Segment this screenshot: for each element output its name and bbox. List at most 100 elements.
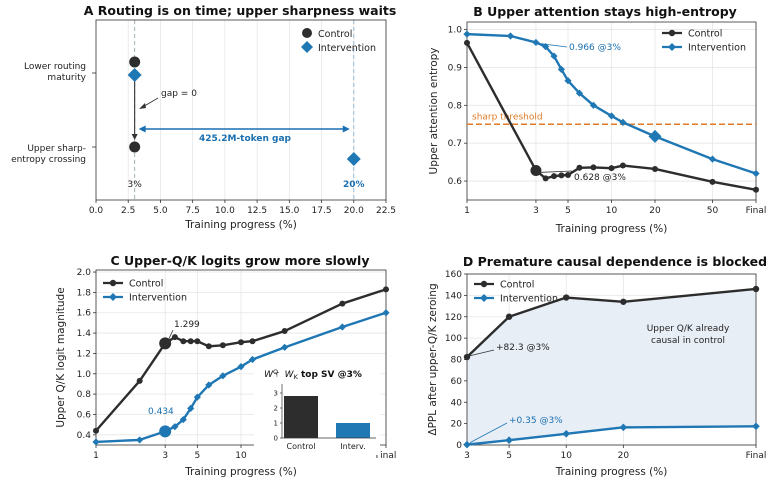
B-xtick-label-4: 20 (649, 206, 661, 216)
C-ann-control-3: 1.299 (174, 320, 200, 330)
B-xtick-label-2: 5 (565, 206, 571, 216)
C-control-point-0 (93, 427, 99, 434)
C-control-point-11 (281, 328, 288, 335)
B-intervention-point-1 (506, 32, 515, 40)
D-xtick-label-0: 3 (464, 451, 470, 461)
C-legend-label-1: Intervention (129, 293, 187, 304)
D-title: D Premature causal dependence is blocked (463, 254, 767, 269)
A-legend-label-0: Control (318, 29, 352, 40)
C-intervention-point-9 (237, 363, 245, 371)
C-intervention-point-8 (219, 372, 227, 380)
A-control-point-1 (129, 141, 141, 153)
D-ann-pointer-1 (469, 422, 508, 443)
A-xtick-label-5: 12.5 (247, 206, 267, 216)
D-xtick-label-2: 10 (561, 451, 573, 461)
C-ytick-label-0: 0.4 (77, 431, 92, 441)
C-control-point-13 (383, 286, 389, 293)
B-ann-pointer-0 (538, 43, 568, 48)
D-xlabel: Training progress (%) (555, 466, 668, 478)
C-xtick-label-0: 1 (93, 451, 99, 461)
B-ann-control-3: 0.628 @3% (574, 173, 626, 183)
C-ylabel: Upper Q/K logit magnitude (55, 287, 67, 427)
B-xtick-label-3: 10 (606, 206, 618, 216)
C-intervention-point-12 (338, 323, 346, 331)
C-control-point-12 (339, 300, 346, 307)
C-ytick-label-8: 2.0 (77, 268, 92, 278)
A-category-0-line1: Lower routing (24, 62, 86, 72)
D-intervention-point-3 (619, 423, 628, 432)
B-control-point-1 (530, 164, 542, 176)
B-control-point-0 (464, 39, 470, 46)
B-control-point-8 (608, 165, 615, 172)
B-intervention-point-8 (589, 101, 598, 109)
B-legend-marker-0 (668, 29, 676, 37)
C-legend-label-0: Control (129, 279, 163, 290)
C-inset-category-0: Control (287, 442, 316, 451)
C-inset-category-1: Interv. (340, 442, 365, 451)
C-ytick-label-1: 0.6 (77, 410, 92, 420)
A-intervention-point-0 (127, 68, 142, 82)
D-ytick-label-8: 160 (445, 270, 462, 280)
B-legend-label-0: Control (688, 29, 722, 40)
C-intervention-point-4 (179, 415, 187, 424)
D-ylabel: ΔPPL after upper-Q/K zeroing (427, 283, 439, 435)
B-intervention-point-0 (463, 30, 471, 38)
C-control-point-8 (219, 342, 226, 349)
B-intervention-point-9 (607, 112, 616, 120)
B-xlabel: Training progress (%) (555, 223, 668, 235)
C-inset-title: WQ⊤ WK top SV @3% (264, 368, 362, 381)
A-category-1-line1: Upper sharp- (27, 144, 86, 154)
A-xtick-label-4: 10.0 (215, 206, 235, 216)
A-gap-label: 425.2M-token gap (199, 134, 292, 144)
C-control-point-3 (171, 334, 178, 341)
D-ann-intervention-3: +0.35 @3% (509, 416, 563, 426)
B-xtick-label-0: 1 (464, 206, 470, 216)
D-intervention-point-2 (562, 429, 571, 438)
C-intervention-point-11 (281, 343, 289, 351)
D-ann-pointer-0 (468, 349, 495, 357)
C-control-point-5 (187, 338, 194, 345)
D-intervention-point-4 (752, 422, 760, 431)
D-control-point-1 (505, 313, 513, 320)
D-ytick-label-6: 120 (445, 313, 462, 323)
D-legend-label-0: Control (500, 280, 534, 291)
A-xtick-label-0: 0.0 (89, 206, 104, 216)
B-ylabel: Upper attention entropy (428, 48, 440, 175)
C-ytick-label-7: 1.8 (77, 288, 92, 298)
C-inset-ytick-label-2: 2 (274, 405, 278, 413)
B-intervention-point-11 (648, 129, 662, 143)
B-xtick-label-5: 50 (707, 206, 719, 216)
D-ytick-label-1: 20 (451, 420, 463, 430)
C-inset-ytick-label-3: 3 (274, 390, 278, 398)
D-ytick-label-3: 60 (451, 377, 463, 387)
C-intervention-point-7 (205, 381, 213, 389)
D-ytick-label-2: 40 (451, 398, 463, 408)
D-ytick-label-0: 0 (456, 441, 462, 451)
C-title: C Upper-Q/K logits grow more slowly (110, 253, 369, 268)
B-ytick-label-2: 0.8 (448, 101, 463, 111)
D-ytick-label-7: 140 (445, 291, 462, 301)
B-intervention-point-10 (619, 118, 627, 126)
C-legend-marker-0 (109, 279, 117, 287)
B-intervention-point-6 (564, 77, 572, 85)
D-intervention-point-1 (505, 436, 513, 444)
A-gap-zero-pointer-head (139, 103, 146, 109)
B-title: B Upper attention stays high-entropy (473, 4, 737, 19)
C-inset-bar-1 (336, 423, 370, 438)
B-control-point-10 (651, 165, 658, 172)
C-control-point-9 (238, 339, 244, 346)
B-intervention-point-12 (708, 155, 717, 163)
B-xtick-label-6: Final (746, 206, 767, 216)
A-category-1-line2: entropy crossing (11, 155, 86, 165)
D-legend-marker-1 (480, 294, 488, 302)
A-legend-marker-0 (302, 28, 312, 38)
B-control-point-6 (576, 164, 583, 171)
D-xtick-label-3: 20 (618, 451, 630, 461)
C-xtick-label-2: 5 (194, 451, 200, 461)
D-ytick-label-4: 80 (451, 356, 463, 366)
B-xtick-label-1: 3 (533, 206, 539, 216)
D-control-point-2 (563, 294, 570, 301)
D-legend-marker-0 (480, 280, 488, 288)
A-title: A Routing is on time; upper sharpness wa… (84, 3, 397, 18)
C-intervention-point-0 (92, 438, 100, 446)
